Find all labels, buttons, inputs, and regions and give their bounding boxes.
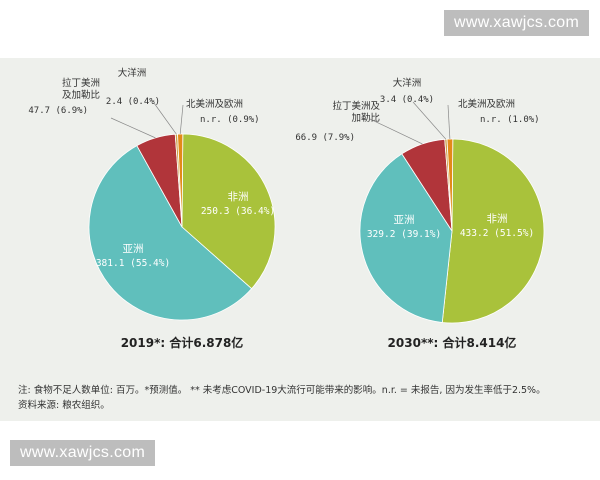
slice-label: 亚洲 — [394, 214, 415, 226]
slice-label: 大洋洲 — [118, 67, 147, 79]
slice-label: 北美洲及欧洲 — [458, 98, 515, 110]
slice-value-label: 433.2 (51.5%) — [460, 228, 534, 239]
slice-value-label: 66.9 (7.9%) — [295, 133, 355, 143]
footnote: 注: 食物不足人数单位: 百万。*预测值。 ** 未考虑COVID-19大流行可… — [18, 385, 546, 396]
slice-value-label: 250.3 (36.4%) — [201, 206, 275, 217]
slice-value-label: 329.2 (39.1%) — [367, 229, 441, 240]
leader-line — [369, 118, 423, 145]
slice-label: 拉丁美洲 — [62, 77, 100, 89]
slice-label: 非洲 — [487, 213, 508, 225]
watermark-bottom: www.xawjcs.com — [10, 440, 156, 466]
pie-slice — [88, 145, 253, 321]
chart-title: 2019*: 合计6.878亿 — [121, 335, 244, 350]
pie-slice — [441, 138, 545, 324]
slice-value-label: n.r. (1.0%) — [480, 115, 540, 125]
slice-value-label: n.r. (0.9%) — [200, 115, 260, 125]
slice-label: 非洲 — [228, 191, 249, 203]
slice-label: 加勒比 — [351, 112, 380, 124]
leader-line — [447, 104, 451, 140]
slice-value-label: 3.4 (0.4%) — [380, 95, 434, 105]
chart-title: 2030**: 合计8.414亿 — [388, 335, 517, 350]
pie-slice — [181, 133, 276, 290]
leader-line — [153, 102, 177, 135]
slice-label: 大洋洲 — [393, 77, 422, 89]
watermark-top: www.xawjcs.com — [444, 10, 590, 36]
leader-line — [412, 101, 447, 140]
slice-label: 拉丁美洲及 — [332, 100, 380, 112]
slice-value-label: 47.7 (6.9%) — [28, 106, 88, 116]
slice-label: 北美洲及欧洲 — [186, 98, 243, 110]
slice-value-label: 381.1 (55.4%) — [96, 258, 170, 269]
slice-label: 亚洲 — [123, 243, 144, 255]
slice-label: 及加勒比 — [62, 89, 100, 101]
leader-line — [179, 104, 184, 135]
slice-value-label: 2.4 (0.4%) — [106, 97, 160, 107]
leader-line — [110, 117, 156, 139]
source-note: 资料来源: 粮农组织。 — [18, 400, 110, 411]
